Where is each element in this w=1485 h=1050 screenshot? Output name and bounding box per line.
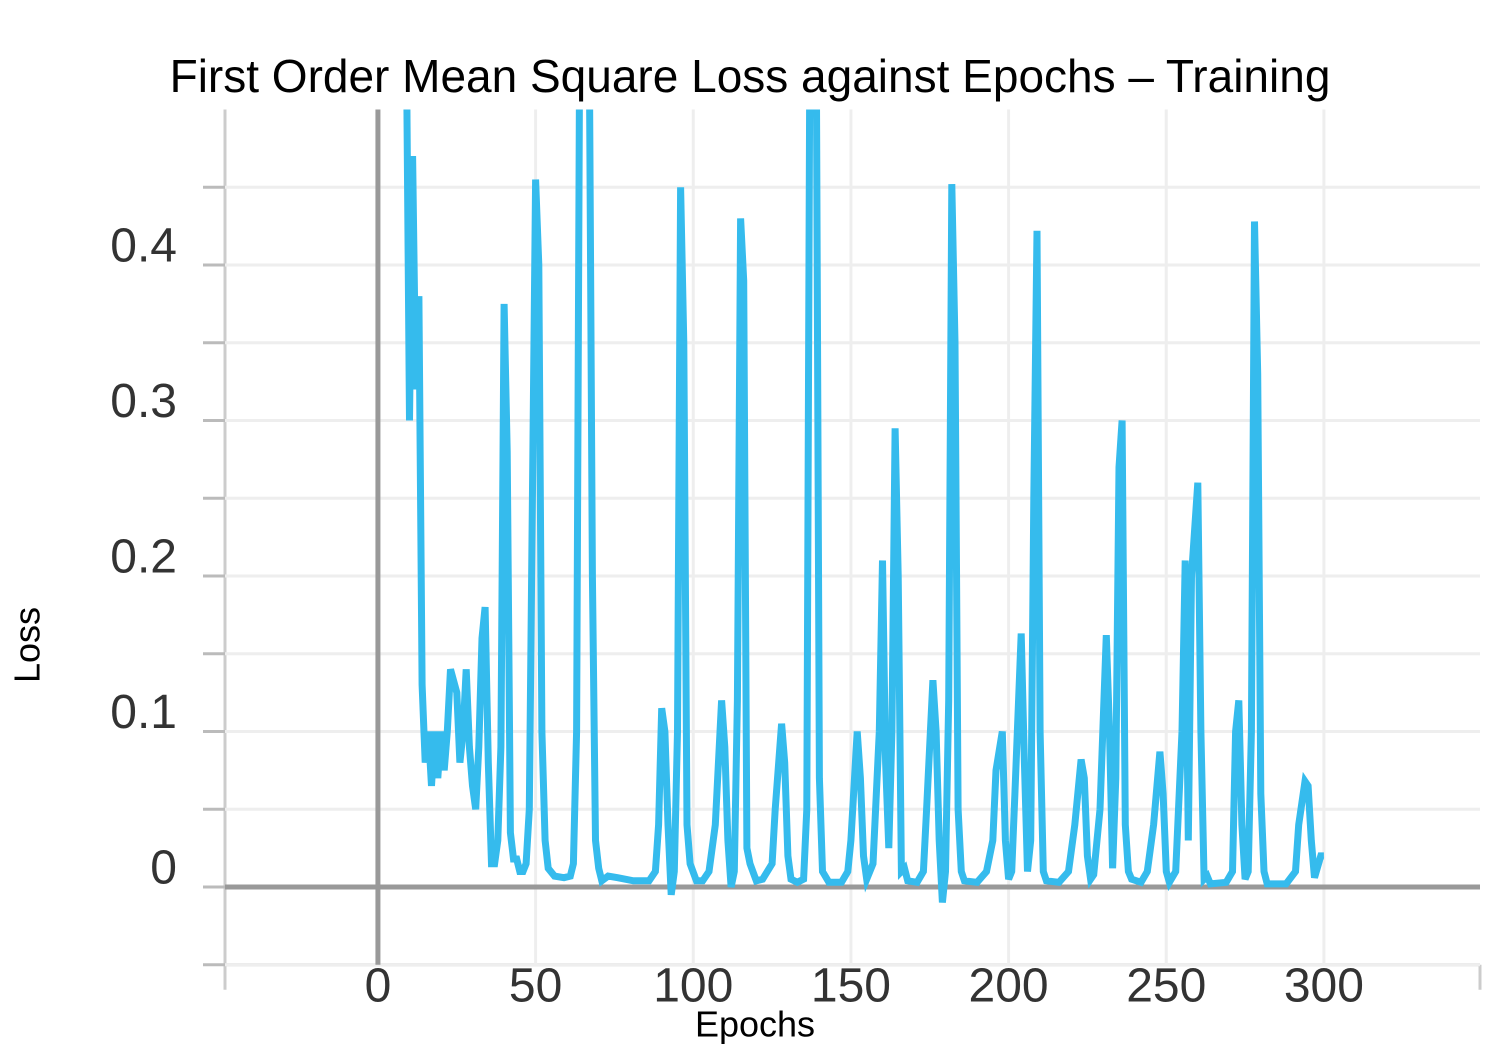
y-tick-label: 0.1 [110, 686, 177, 739]
chart-title: First Order Mean Square Loss against Epo… [170, 50, 1331, 102]
x-tick-label: 300 [1284, 959, 1364, 1012]
y-tick-label: 0 [150, 842, 177, 895]
x-tick-label: 100 [653, 959, 733, 1012]
x-tick-label: 0 [365, 959, 392, 1012]
y-tick-label: 0.3 [110, 375, 177, 428]
x-axis-label: Epochs [695, 1004, 815, 1045]
x-tick-label: 150 [811, 959, 891, 1012]
x-tick-label: 250 [1126, 959, 1206, 1012]
x-tick-label: 200 [969, 959, 1049, 1012]
y-axis-label: Loss [7, 607, 48, 683]
y-tick-label: 0.2 [110, 531, 177, 584]
loss-line [403, 109, 1325, 903]
x-tick-label: 50 [509, 959, 562, 1012]
y-tick-label: 0.4 [110, 220, 177, 273]
